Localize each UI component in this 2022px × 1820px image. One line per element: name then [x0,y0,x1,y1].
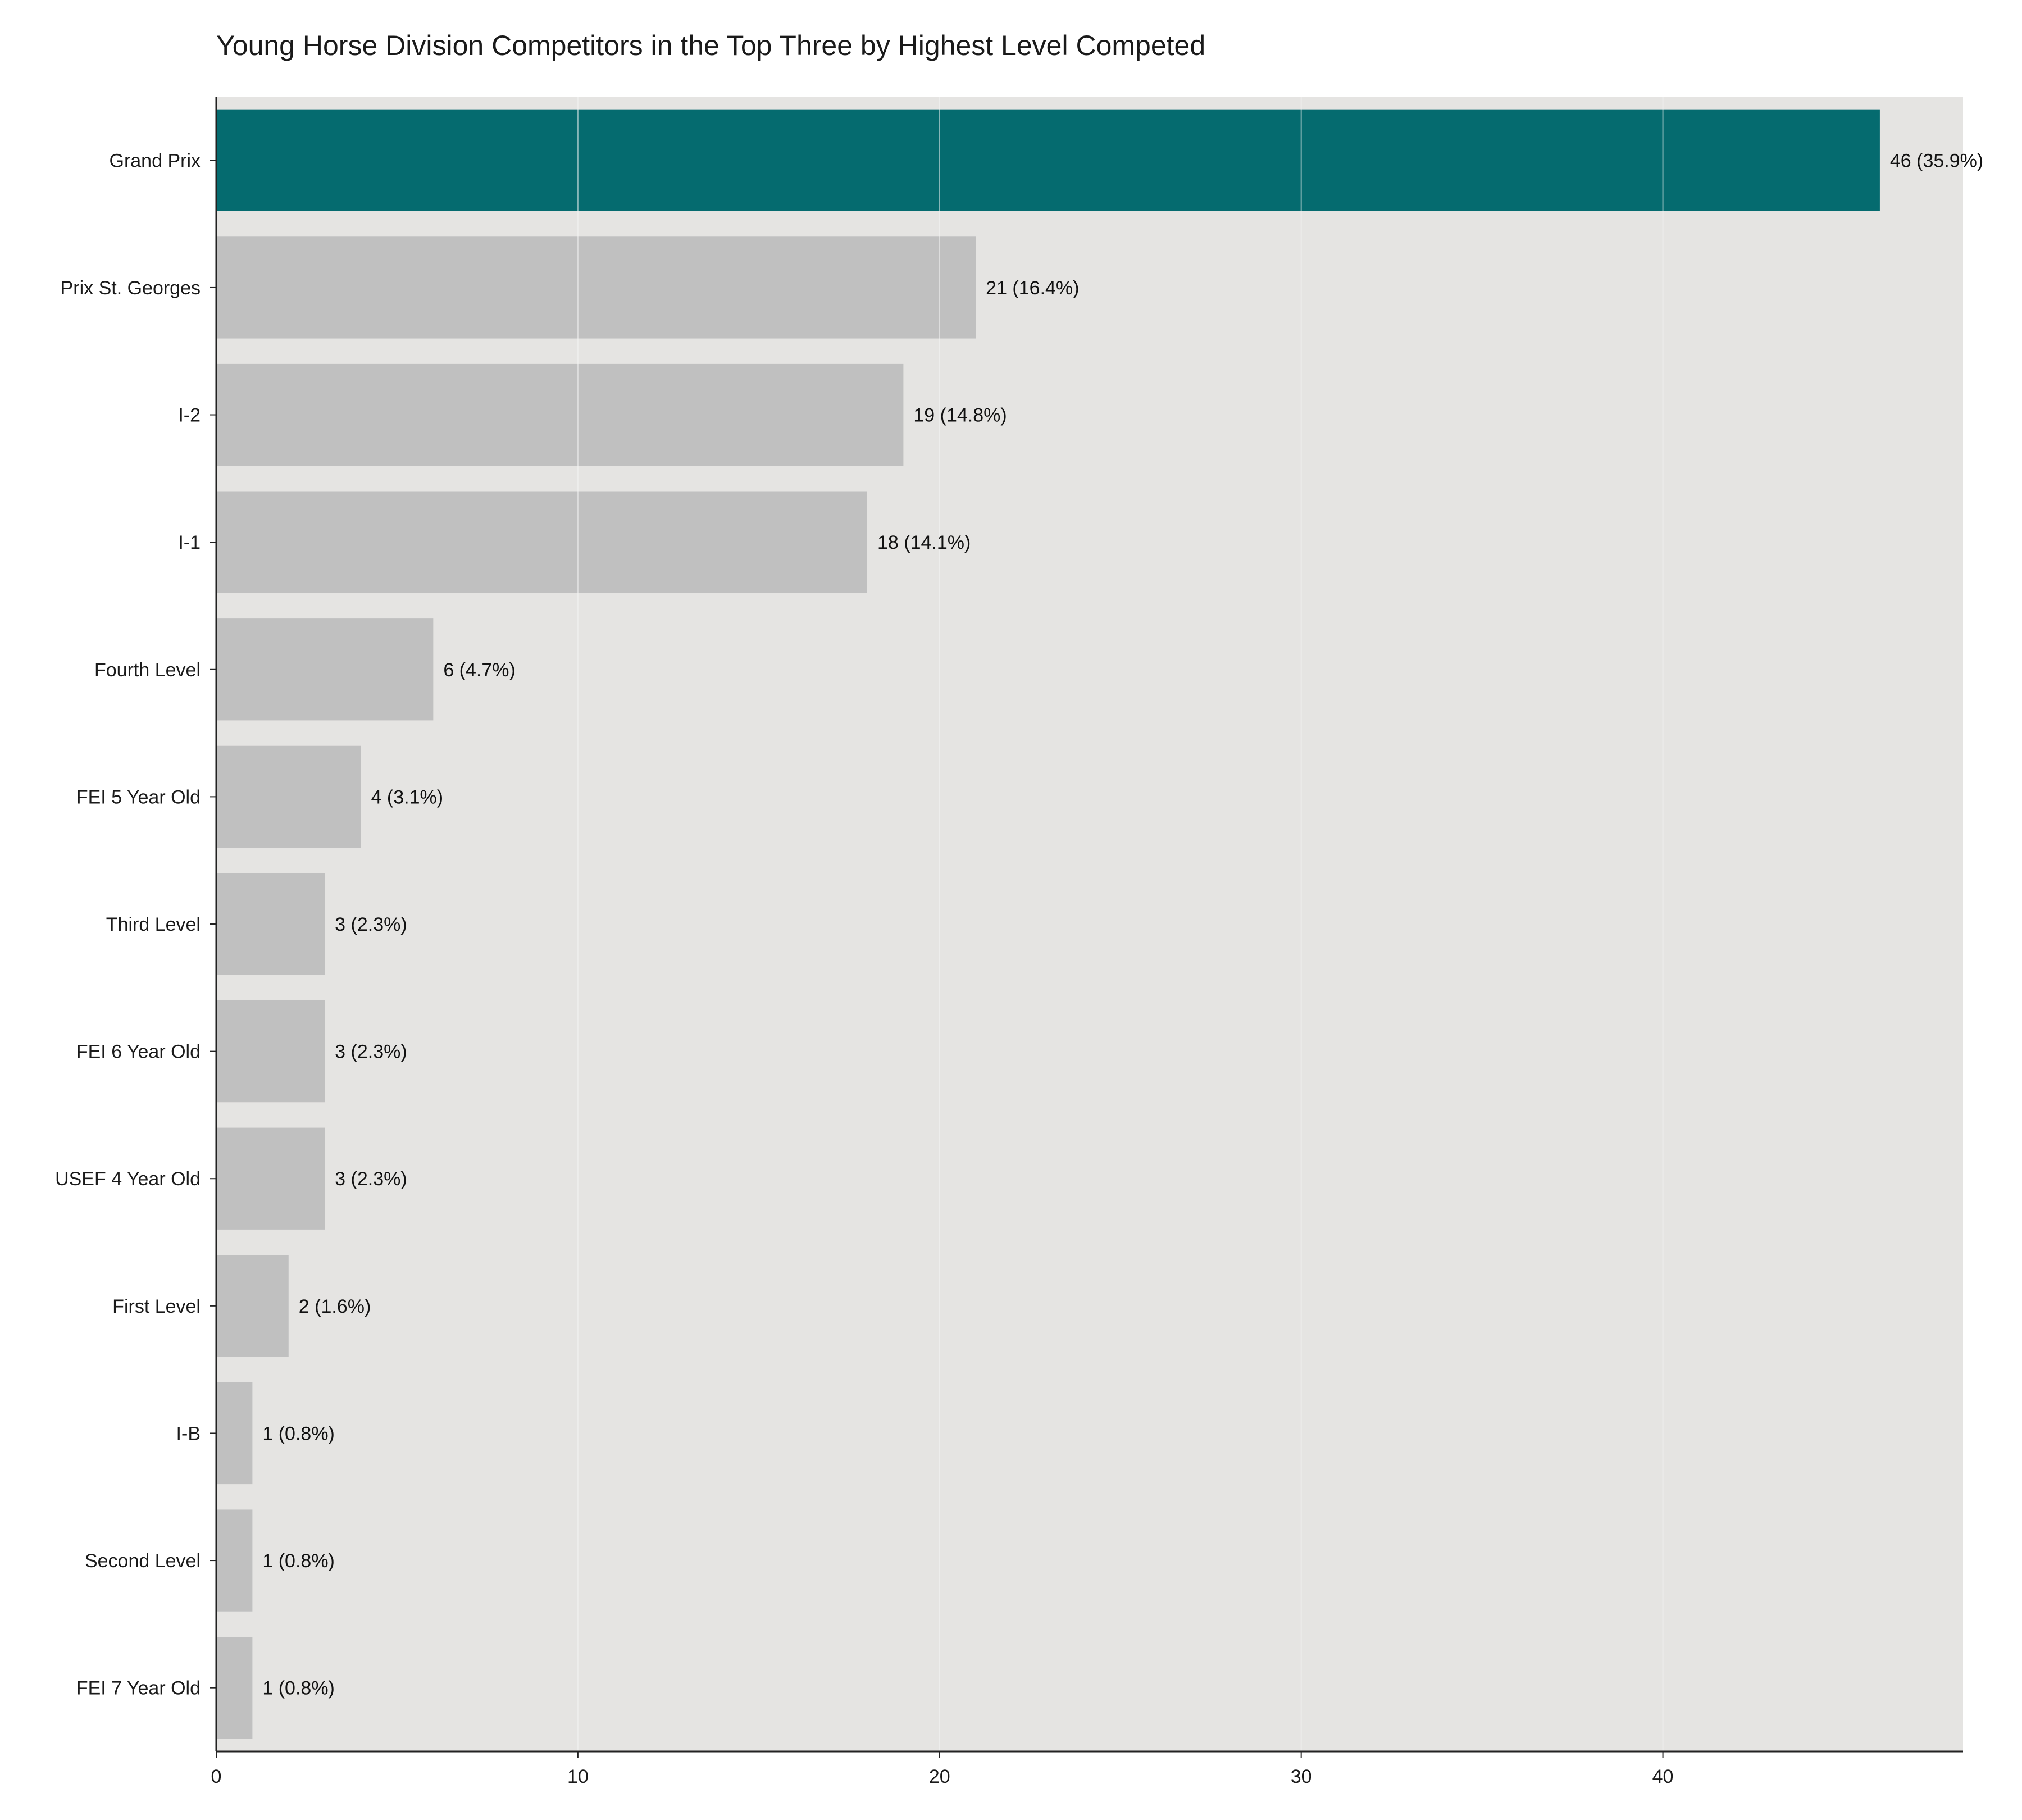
y-tick-label-8: USEF 4 Year Old [55,1168,201,1190]
data-label-9: 2 (1.6%) [299,1296,371,1317]
y-tick-label-12: FEI 7 Year Old [76,1678,201,1699]
data-label-4: 6 (4.7%) [443,659,516,681]
bar-9 [216,1255,289,1357]
data-label-6: 3 (2.3%) [335,914,407,935]
data-label-3: 18 (14.1%) [877,532,971,553]
x-tick-label-3: 30 [1291,1766,1312,1787]
data-label-2: 19 (14.8%) [913,405,1007,426]
axes: Grand Prix Prix St. Georges I-2 I-1 Fourth L… [55,97,1963,1787]
data-label-0: 46 (35.9%) [1890,150,1983,171]
bar-10 [216,1382,253,1485]
x-tick-label-2: 20 [929,1766,950,1787]
y-tick-label-11: Second Level [85,1550,201,1572]
y-tick-label-7: FEI 6 Year Old [76,1041,201,1063]
y-tick-label-5: FEI 5 Year Old [76,786,201,808]
bar-2 [216,363,904,466]
data-label-8: 3 (2.3%) [335,1168,407,1190]
bar-7 [216,1000,325,1103]
y-tick-label-3: I-1 [178,532,201,553]
x-tick-label-1: 10 [567,1766,589,1787]
data-labels: 46 (35.9%) 21 (16.4%) 19 (14.8%) 18 (14.1%)… [262,150,1983,1699]
data-label-11: 1 (0.8%) [262,1550,335,1572]
y-tick-label-1: Prix St. Georges [61,277,201,299]
data-label-5: 4 (3.1%) [371,786,444,808]
data-label-10: 1 (0.8%) [262,1423,335,1444]
y-tick-label-4: Fourth Level [94,659,201,681]
x-tick-label-4: 40 [1652,1766,1674,1787]
bar-11 [216,1509,253,1612]
x-tick-label-0: 0 [211,1766,222,1787]
data-label-1: 21 (16.4%) [986,277,1079,299]
bar-8 [216,1127,325,1230]
y-tick-label-0: Grand Prix [110,150,201,171]
y-tick-label-6: Third Level [106,914,201,935]
plot-background [216,97,1963,1751]
y-tick-label-2: I-2 [178,405,201,426]
bar-3 [216,491,868,593]
chart-title: Young Horse Division Competitors in the … [216,30,1205,61]
bar-6 [216,873,325,975]
bar-5 [216,745,361,848]
bar-1 [216,236,976,339]
y-tick-label-10: I-B [176,1423,201,1444]
data-label-12: 1 (0.8%) [262,1678,335,1699]
bars [216,109,1880,1739]
bar-4 [216,618,434,721]
y-tick-label-9: First Level [112,1296,201,1317]
grid-lines [577,97,1664,1751]
data-label-7: 3 (2.3%) [335,1041,407,1063]
bar-0 [216,109,1880,211]
bar-12 [216,1637,253,1739]
